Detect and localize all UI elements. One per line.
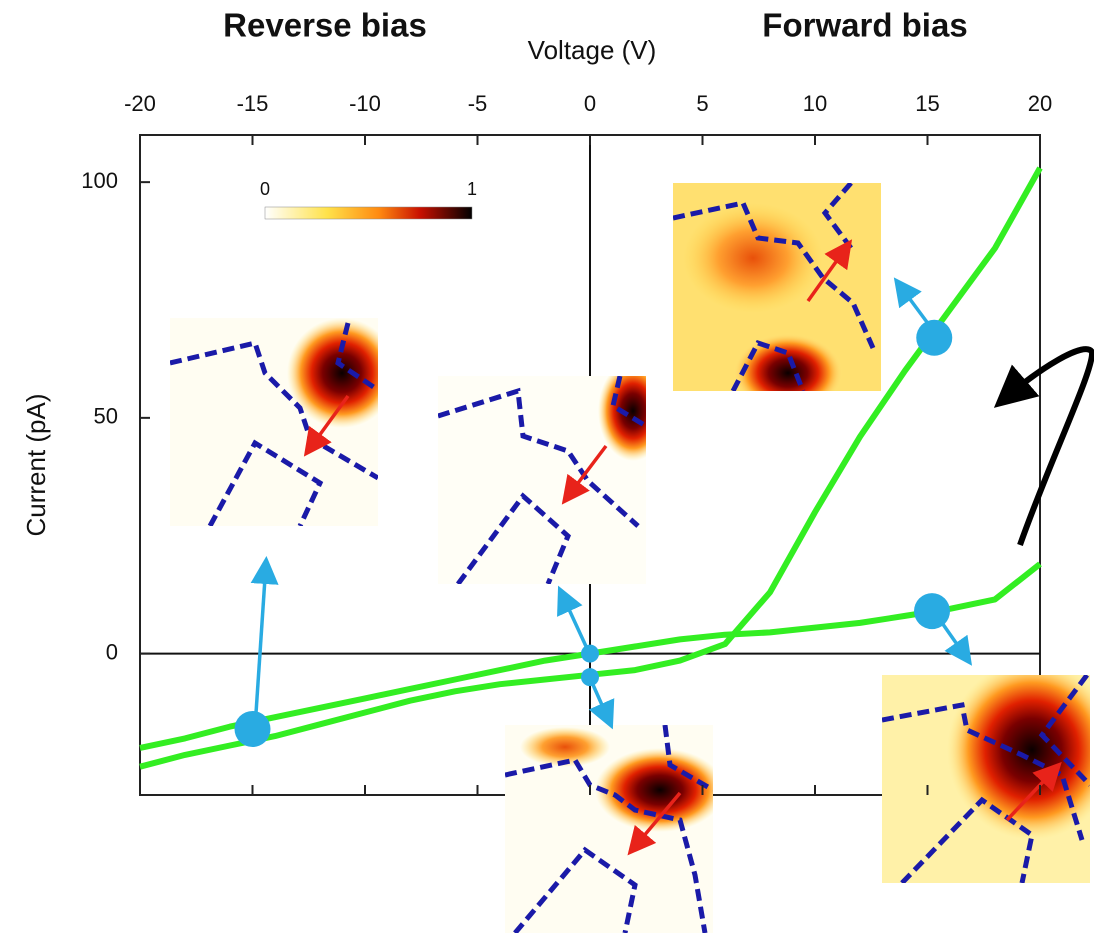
y-axis-label: Current (pA) [21,393,51,536]
point-marker [916,319,953,356]
x-tick-label: 15 [915,91,939,116]
inset-map [882,675,1090,883]
colorbar-label: 1 [467,179,477,199]
x-tick-label: -5 [468,91,488,116]
point-marker [914,593,950,630]
x-tick-label: -20 [124,91,156,116]
inset-map [170,318,378,526]
title-right: Forward bias [762,7,967,44]
point-marker [581,644,599,663]
inset-map [673,183,881,391]
point-markers [234,319,953,747]
sweep-arrow [993,346,1094,546]
y-tick-label: 0 [106,639,118,664]
x-tick-label: 10 [803,91,827,116]
title-left: Reverse bias [223,7,427,44]
inset-map [505,725,713,933]
x-tick-label: 0 [584,91,596,116]
x-tick-label: -15 [237,91,269,116]
inset-map [438,376,646,584]
y-tick-label: 50 [94,404,118,429]
x-tick-label: -10 [349,91,381,116]
point-marker [581,668,599,687]
point-marker [234,711,271,747]
x-tick-label: 5 [696,91,708,116]
x-tick-label: 20 [1028,91,1052,116]
colorbar-label: 0 [260,179,270,199]
x-axis-label: Voltage (V) [528,35,657,65]
colorbar [264,206,473,220]
y-tick-label: 100 [81,168,118,193]
pointer-arrows [250,277,973,730]
